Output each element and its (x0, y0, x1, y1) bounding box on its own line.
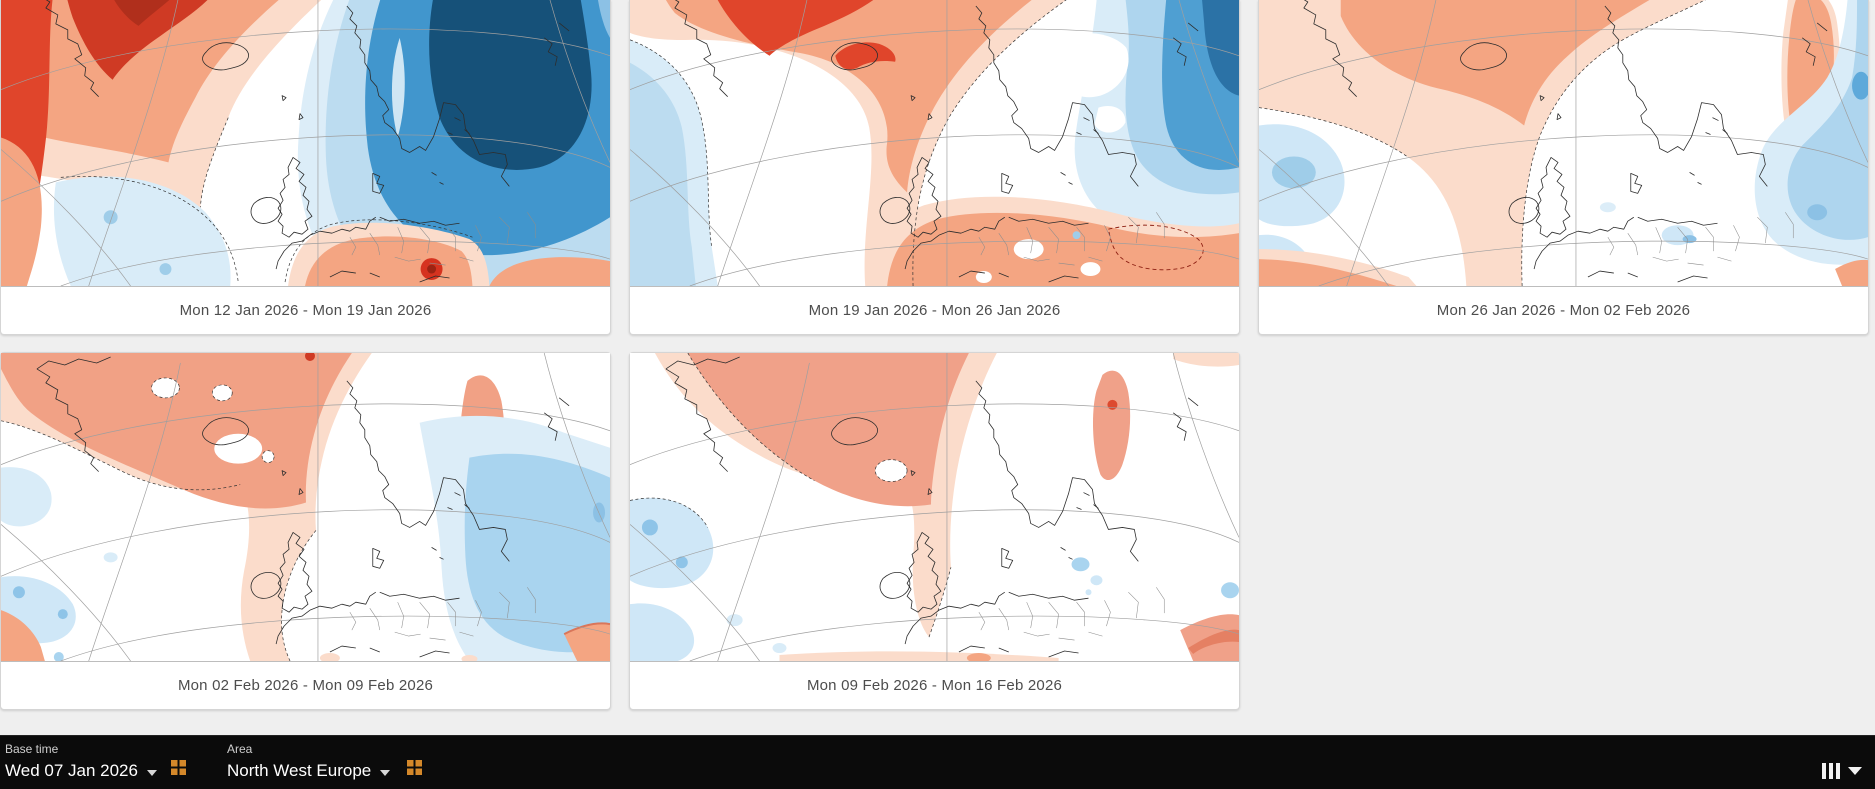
card-caption: Mon 26 Jan 2026 - Mon 02 Feb 2026 (1436, 302, 1691, 319)
anomaly-map-week1 (1, 0, 610, 287)
anomaly-map-week2 (630, 0, 1239, 287)
forecast-card-week2[interactable]: Mon 19 Jan 2026 - Mon 26 Jan 2026 (629, 0, 1240, 335)
area-value: North West Europe (227, 761, 372, 780)
forecast-card-week5[interactable]: Mon 09 Feb 2026 - Mon 16 Feb 2026 (629, 352, 1240, 710)
card-caption: Mon 02 Feb 2026 - Mon 09 Feb 2026 (177, 677, 434, 694)
anomaly-map-week3 (1259, 0, 1868, 287)
chevron-down-icon (146, 769, 157, 776)
grid-icon[interactable] (171, 760, 186, 775)
base-time-dropdown[interactable]: Wed 07 Jan 2026 (5, 761, 157, 781)
area-label: Area (227, 742, 253, 756)
card-caption: Mon 12 Jan 2026 - Mon 19 Jan 2026 (179, 302, 432, 319)
forecast-card-week1[interactable]: Mon 12 Jan 2026 - Mon 19 Jan 2026 (0, 0, 611, 335)
chevron-down-icon[interactable] (1848, 767, 1862, 775)
anomaly-map-week4 (1, 353, 610, 662)
chevron-down-icon (380, 769, 391, 776)
anomaly-map-week5 (630, 353, 1239, 662)
grid-icon[interactable] (407, 760, 422, 775)
forecast-card-week3[interactable]: Mon 26 Jan 2026 - Mon 02 Feb 2026 (1258, 0, 1869, 335)
columns-icon[interactable] (1822, 763, 1840, 779)
area-dropdown[interactable]: North West Europe (227, 761, 391, 781)
base-time-value: Wed 07 Jan 2026 (5, 761, 138, 780)
control-bar: Base time Wed 07 Jan 2026 Area North Wes… (0, 735, 1875, 789)
card-caption: Mon 09 Feb 2026 - Mon 16 Feb 2026 (806, 677, 1063, 694)
base-time-label: Base time (5, 742, 59, 756)
card-caption: Mon 19 Jan 2026 - Mon 26 Jan 2026 (808, 302, 1061, 319)
forecast-card-week4[interactable]: Mon 02 Feb 2026 - Mon 09 Feb 2026 (0, 352, 611, 710)
